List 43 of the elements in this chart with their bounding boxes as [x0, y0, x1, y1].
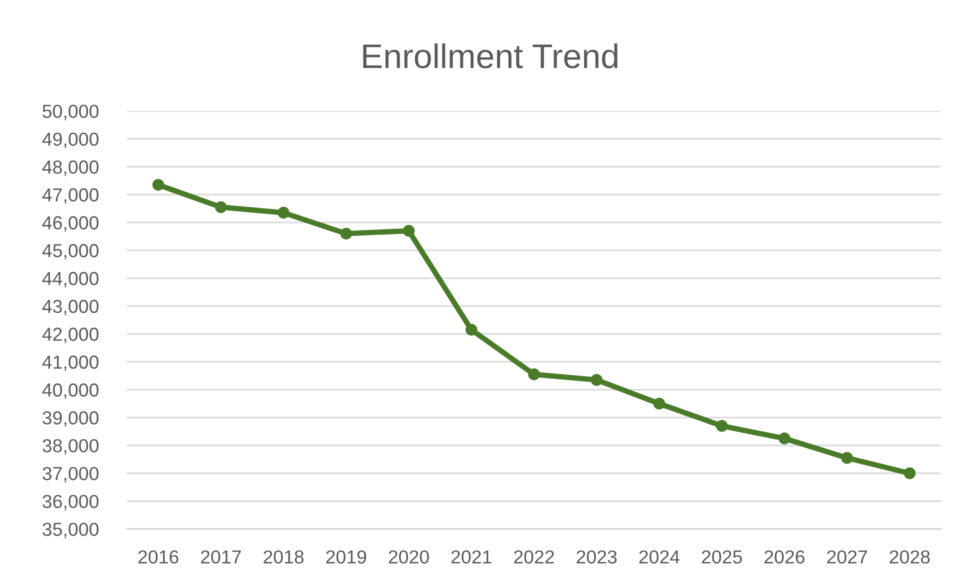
y-tick-label: 44,000 — [42, 272, 98, 288]
y-tick-label: 37,000 — [42, 466, 98, 482]
x-tick-label: 2016 — [138, 550, 178, 564]
x-tick-label: 2019 — [326, 550, 366, 564]
point — [402, 224, 415, 237]
x-tick-label: 2028 — [890, 550, 930, 564]
point — [340, 228, 352, 240]
point — [716, 420, 728, 432]
x-tick-label: 2020 — [388, 550, 429, 564]
y-tick-label: 45,000 — [42, 244, 98, 260]
x-tick-label: 2018 — [264, 550, 304, 564]
y-tick-label: 41,000 — [42, 356, 98, 371]
point — [465, 324, 478, 336]
point — [778, 432, 790, 444]
point — [215, 201, 227, 214]
x-tick-label: 2025 — [702, 550, 742, 564]
y-tick-label: 48,000 — [42, 160, 98, 176]
x-tick-label: 2026 — [764, 550, 804, 564]
y-tick-label: 49,000 — [42, 132, 98, 148]
y-tick-label: 42,000 — [42, 328, 98, 344]
x-tick-label: 2023 — [576, 550, 617, 564]
point — [841, 452, 853, 464]
x-tick-label: 2021 — [451, 550, 492, 564]
y-tick-label: 36,000 — [42, 494, 98, 510]
x-tick-label: 2024 — [639, 550, 680, 564]
y-tick-label: 35,000 — [42, 522, 98, 538]
x-tick-label: 2022 — [514, 550, 554, 564]
y-tick-label: 39,000 — [42, 411, 98, 427]
point — [528, 368, 540, 380]
point — [653, 398, 666, 410]
y-tick-label: 43,000 — [42, 300, 98, 316]
point — [590, 374, 603, 386]
y-tick-label: 40,000 — [42, 383, 98, 399]
y-tick-label: 38,000 — [42, 439, 98, 455]
chart-title: Enrollment Trend — [363, 43, 618, 68]
x-tick-label: 2027 — [827, 550, 867, 564]
y-tick-label: 50,000 — [42, 104, 98, 120]
y-tick-label: 46,000 — [42, 216, 98, 232]
point — [278, 206, 290, 219]
point — [152, 178, 164, 191]
point — [904, 467, 916, 480]
y-tick-label: 47,000 — [42, 188, 98, 204]
x-tick-label: 2017 — [201, 550, 241, 564]
